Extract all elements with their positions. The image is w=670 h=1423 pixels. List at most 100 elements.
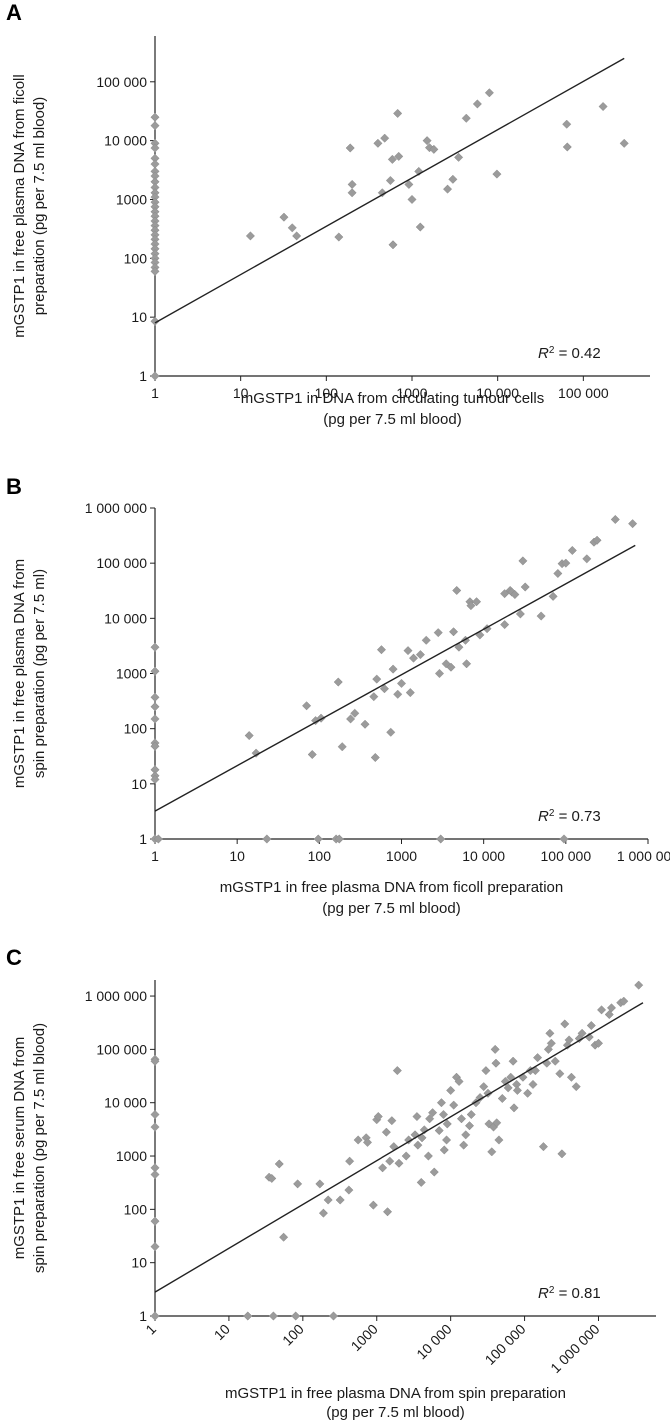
x-axis-label: (pg per 7.5 ml blood) (326, 1404, 464, 1421)
data-point (412, 1111, 422, 1122)
data-point (394, 1158, 404, 1168)
y-axis-label: preparation (pg per 7.5 ml blood) (31, 97, 48, 315)
data-point (416, 1177, 426, 1187)
r-squared-label: R2 = 0.81 (538, 1285, 601, 1303)
data-point (413, 1140, 423, 1150)
panel-label: C (6, 945, 22, 970)
data-point (153, 834, 163, 844)
data-point (368, 1200, 378, 1210)
y-axis-label: mGSTP1 in free serum DNA from (11, 1037, 28, 1260)
y-tick-label: 100 (124, 1201, 148, 1217)
data-point (481, 1066, 491, 1076)
x-axis-label: (pg per 7.5 ml blood) (322, 900, 460, 917)
scatter-panel-c: C 1 10 100 1000 10 000 100 000 1 000 000 1 10 100 1… (6, 945, 656, 1421)
data-point (150, 143, 160, 153)
data-point (415, 650, 425, 660)
data-point (497, 1093, 507, 1104)
x-tick-label: 100 (279, 1321, 307, 1349)
y-tick-label: 10 000 (104, 610, 147, 626)
data-point (434, 1126, 444, 1136)
data-point (523, 1088, 533, 1098)
data-point (464, 1121, 475, 1131)
data-point (634, 980, 644, 990)
data-point (562, 119, 572, 129)
data-point (150, 1216, 160, 1226)
data-point (394, 151, 404, 161)
data-point (472, 99, 482, 109)
data-point (381, 1127, 391, 1137)
data-point (619, 138, 629, 148)
x-tick-label: 10 000 (476, 385, 519, 401)
x-tick-label: 10 (233, 385, 249, 401)
data-point (446, 1085, 456, 1095)
data-point (561, 558, 571, 568)
y-tick-label: 1000 (116, 666, 147, 682)
data-point (404, 1135, 414, 1145)
r-squared-label: R2 = 0.42 (538, 345, 601, 363)
data-point (433, 628, 443, 638)
data-point (510, 589, 520, 600)
data-point (388, 240, 398, 250)
data-point (279, 1232, 289, 1242)
data-point (460, 635, 470, 645)
y-tick-label: 10 (131, 309, 147, 325)
data-point (387, 1116, 397, 1126)
data-point (150, 1109, 160, 1120)
data-point (582, 554, 592, 564)
x-tick-label: 100 (308, 848, 332, 864)
panel-label: B (6, 474, 22, 499)
panel-label: A (6, 0, 22, 25)
data-point (472, 597, 482, 607)
data-point (543, 1044, 553, 1054)
data-point (150, 741, 160, 751)
x-tick-label: 100 (315, 385, 339, 401)
data-point (528, 1079, 538, 1089)
data-point (423, 1151, 433, 1161)
data-point (490, 1044, 500, 1054)
data-point (334, 232, 344, 242)
data-point (550, 1056, 560, 1066)
x-tick-label: 1000 (396, 385, 427, 401)
data-point (446, 662, 456, 672)
data-point (150, 1169, 160, 1180)
data-point (454, 642, 464, 652)
data-point (538, 1142, 548, 1152)
x-tick-label: 1 000 000 (547, 1321, 603, 1377)
y-tick-label: 1 000 000 (85, 988, 147, 1004)
data-point (555, 1069, 565, 1079)
y-tick-label: 10 000 (104, 133, 147, 149)
data-point (287, 223, 297, 233)
data-point (150, 702, 160, 712)
data-point (461, 1130, 471, 1140)
data-point (150, 1122, 160, 1132)
data-point (562, 142, 572, 152)
y-axis-label: mGSTP1 in free plasma DNA from ficoll (11, 74, 28, 337)
data-point (337, 742, 347, 752)
data-point (344, 1185, 354, 1195)
data-point (405, 688, 415, 698)
x-axis-label: (pg per 7.5 ml blood) (323, 411, 461, 428)
data-point (345, 1156, 355, 1166)
data-point (150, 316, 160, 326)
data-point (274, 1159, 284, 1169)
data-point (401, 1151, 411, 1161)
data-point (482, 624, 492, 634)
data-point (577, 1028, 587, 1038)
data-point (150, 774, 160, 785)
data-point (606, 1003, 617, 1013)
trend-line (154, 57, 625, 324)
data-point (362, 1137, 373, 1147)
data-point (461, 113, 471, 123)
data-point (150, 1311, 160, 1321)
data-point (425, 1114, 435, 1124)
data-point (307, 749, 317, 760)
y-tick-label: 10 (131, 776, 147, 792)
data-point (428, 1108, 438, 1118)
data-point (150, 642, 160, 652)
y-axis-label: spin preparation (pg per 7.5 ml) (31, 569, 48, 778)
data-point (150, 714, 160, 724)
data-point (414, 166, 424, 176)
data-point (150, 692, 160, 702)
data-point (596, 1005, 607, 1015)
y-tick-label: 100 000 (96, 74, 147, 90)
